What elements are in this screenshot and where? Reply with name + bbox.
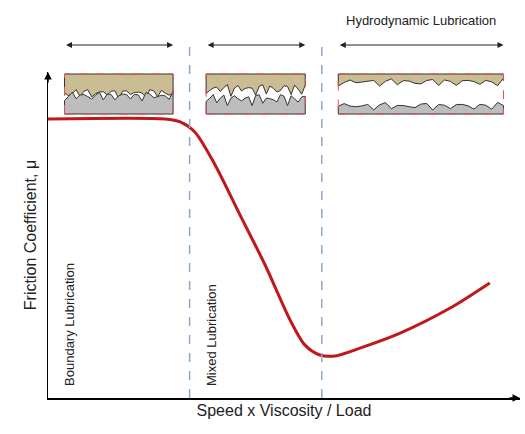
- svg-text:Speed x Viscosity / Load: Speed x Viscosity / Load: [197, 402, 372, 419]
- svg-text:Friction Coefficient, μ: Friction Coefficient, μ: [22, 160, 39, 310]
- svg-text:Hydrodynamic Lubrication: Hydrodynamic Lubrication: [346, 13, 496, 28]
- svg-text:Boundary Lubrication: Boundary Lubrication: [62, 263, 77, 386]
- svg-text:Mixed Lubrication: Mixed Lubrication: [204, 284, 219, 386]
